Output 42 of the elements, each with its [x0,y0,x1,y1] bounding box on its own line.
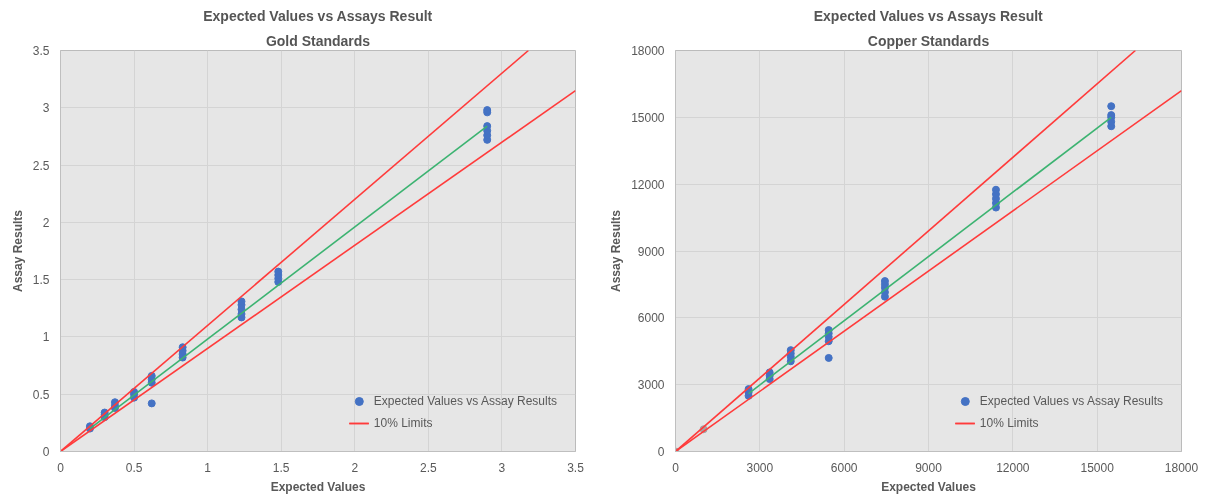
y-tick-label: 0.5 [32,387,50,402]
x-tick-label: 2 [351,460,359,475]
x-tick-label: 3.5 [567,460,585,475]
chart-title: Expected Values vs Assays Result [813,7,1044,24]
legend-label: 10% Limits [979,416,1039,430]
x-tick-label: 3 [498,460,506,475]
x-tick-label: 3000 [746,460,774,475]
chart-title: Expected Values vs Assays Result [203,7,433,24]
x-tick-label: 1 [204,460,212,475]
x-tick-label: 0 [57,460,65,475]
y-tick-label: 0 [42,445,50,459]
x-tick-label: 15000 [1080,460,1115,475]
y-tick-label: 2.5 [32,158,50,173]
x-tick-label: 1.5 [272,460,290,475]
y-tick-label: 18000 [631,44,665,58]
y-tick-label: 0 [657,445,665,459]
y-tick-label: 9000 [637,244,665,259]
x-tick-label: 0 [672,460,680,475]
x-tick-label: 18000 [1164,460,1199,475]
y-tick-label: 3 [42,101,50,116]
y-axis-title: Assay Results [10,209,25,293]
x-tick-label: 6000 [830,460,858,475]
legend-label: Expected Values vs Assay Results [373,394,557,408]
y-tick-label: 2 [42,215,50,230]
y-axis-title: Assay Results [609,209,624,293]
x-tick-label: 9000 [915,460,943,475]
y-tick-label: 3000 [637,378,665,393]
y-tick-label: 15000 [631,110,665,125]
chart-subtitle: Gold Standards [265,32,371,49]
x-axis-title: Expected Values [881,479,977,494]
x-axis-title: Expected Values [270,479,366,494]
chart-subtitle: Copper Standards [867,32,990,49]
y-tick-label: 12000 [631,177,665,192]
x-tick-label: 12000 [996,460,1030,475]
y-tick-label: 1.5 [32,273,50,288]
x-tick-label: 2.5 [420,460,438,475]
legend-label: Expected Values vs Assay Results [979,394,1163,408]
legend-label: 10% Limits [373,416,433,430]
x-tick-label: 0.5 [125,460,143,475]
y-tick-label: 6000 [637,311,665,326]
y-tick-label: 1 [42,330,50,345]
y-tick-label: 3.5 [32,44,50,58]
